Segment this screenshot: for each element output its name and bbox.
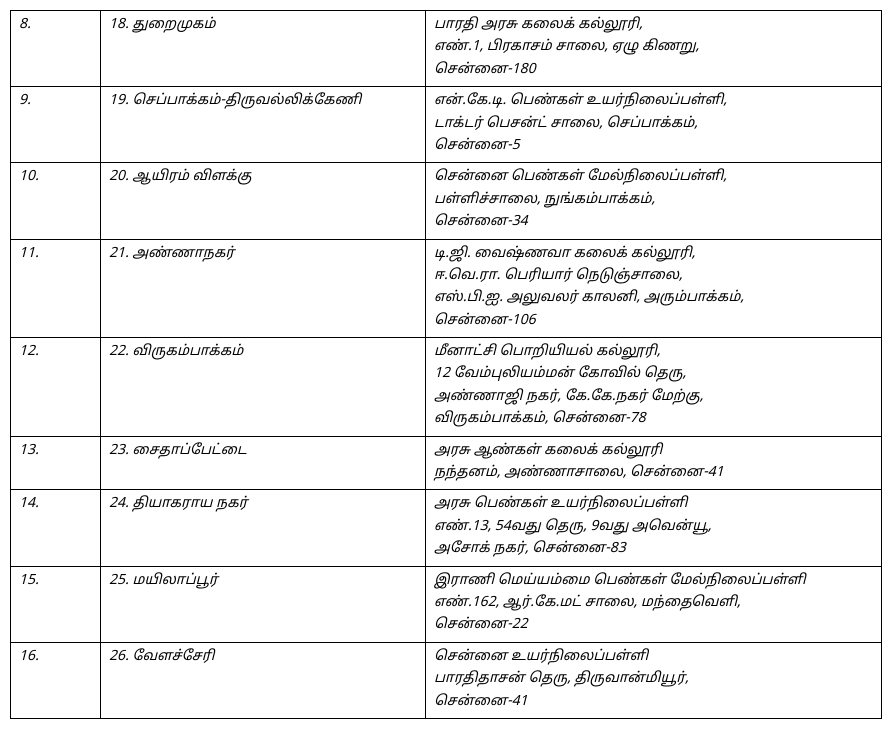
serial-cell: 8. bbox=[11, 11, 101, 87]
table-row: 8.18. துறைமுகம்பாரதி அரசு கலைக் கல்லூரி,… bbox=[11, 11, 882, 87]
serial-cell: 9. bbox=[11, 87, 101, 163]
name-cell: 26. வேளச்சேரி bbox=[101, 642, 426, 718]
address-cell: அரசு பெண்கள் உயர்நிலைப்பள்ளிஎண்.13, 54வத… bbox=[426, 490, 882, 566]
name-cell: 21. அண்ணாநகர் bbox=[101, 239, 426, 338]
address-cell: டி.ஜி. வைஷ்ணவா கலைக் கல்லூரி,ஈ.வெ.ரா. பெ… bbox=[426, 239, 882, 338]
table-body: 8.18. துறைமுகம்பாரதி அரசு கலைக் கல்லூரி,… bbox=[11, 11, 882, 719]
address-cell: மீனாட்சி பொறியியல் கல்லூரி,12 வேம்புலியம… bbox=[426, 338, 882, 437]
name-cell: 18. துறைமுகம் bbox=[101, 11, 426, 87]
serial-cell: 14. bbox=[11, 490, 101, 566]
address-cell: சென்னை பெண்கள் மேல்நிலைப்பள்ளி,பள்ளிச்சா… bbox=[426, 163, 882, 239]
serial-cell: 10. bbox=[11, 163, 101, 239]
name-cell: 23. சைதாப்பேட்டை bbox=[101, 436, 426, 490]
address-cell: இராணி மெய்யம்மை பெண்கள் மேல்நிலைப்பள்ளிஎ… bbox=[426, 566, 882, 642]
table-row: 14.24. தியாகராய நகர்அரசு பெண்கள் உயர்நில… bbox=[11, 490, 882, 566]
table-row: 11.21. அண்ணாநகர்டி.ஜி. வைஷ்ணவா கலைக் கல்… bbox=[11, 239, 882, 338]
name-cell: 20. ஆயிரம் விளக்கு bbox=[101, 163, 426, 239]
table-row: 13.23. சைதாப்பேட்டைஅரசு ஆண்கள் கலைக் கல்… bbox=[11, 436, 882, 490]
serial-cell: 11. bbox=[11, 239, 101, 338]
name-cell: 22. விருகம்பாக்கம் bbox=[101, 338, 426, 437]
address-cell: என்.கே.டி. பெண்கள் உயர்நிலைப்பள்ளி,டாக்ட… bbox=[426, 87, 882, 163]
name-cell: 24. தியாகராய நகர் bbox=[101, 490, 426, 566]
serial-cell: 16. bbox=[11, 642, 101, 718]
table-row: 12.22. விருகம்பாக்கம்மீனாட்சி பொறியியல் … bbox=[11, 338, 882, 437]
address-cell: பாரதி அரசு கலைக் கல்லூரி,எண்.1, பிரகாசம்… bbox=[426, 11, 882, 87]
address-cell: சென்னை உயர்நிலைப்பள்ளிபாரதிதாசன் தெரு, த… bbox=[426, 642, 882, 718]
serial-cell: 13. bbox=[11, 436, 101, 490]
name-cell: 19. செப்பாக்கம்-திருவல்லிக்கேணி bbox=[101, 87, 426, 163]
address-cell: அரசு ஆண்கள் கலைக் கல்லூரிநந்தனம், அண்ணாச… bbox=[426, 436, 882, 490]
table-row: 15.25. மயிலாப்பூர்இராணி மெய்யம்மை பெண்கள… bbox=[11, 566, 882, 642]
constituency-table: 8.18. துறைமுகம்பாரதி அரசு கலைக் கல்லூரி,… bbox=[10, 10, 882, 719]
table-row: 16.26. வேளச்சேரிசென்னை உயர்நிலைப்பள்ளிபா… bbox=[11, 642, 882, 718]
table-row: 10.20. ஆயிரம் விளக்குசென்னை பெண்கள் மேல்… bbox=[11, 163, 882, 239]
name-cell: 25. மயிலாப்பூர் bbox=[101, 566, 426, 642]
table-row: 9.19. செப்பாக்கம்-திருவல்லிக்கேணிஎன்.கே.… bbox=[11, 87, 882, 163]
serial-cell: 15. bbox=[11, 566, 101, 642]
serial-cell: 12. bbox=[11, 338, 101, 437]
